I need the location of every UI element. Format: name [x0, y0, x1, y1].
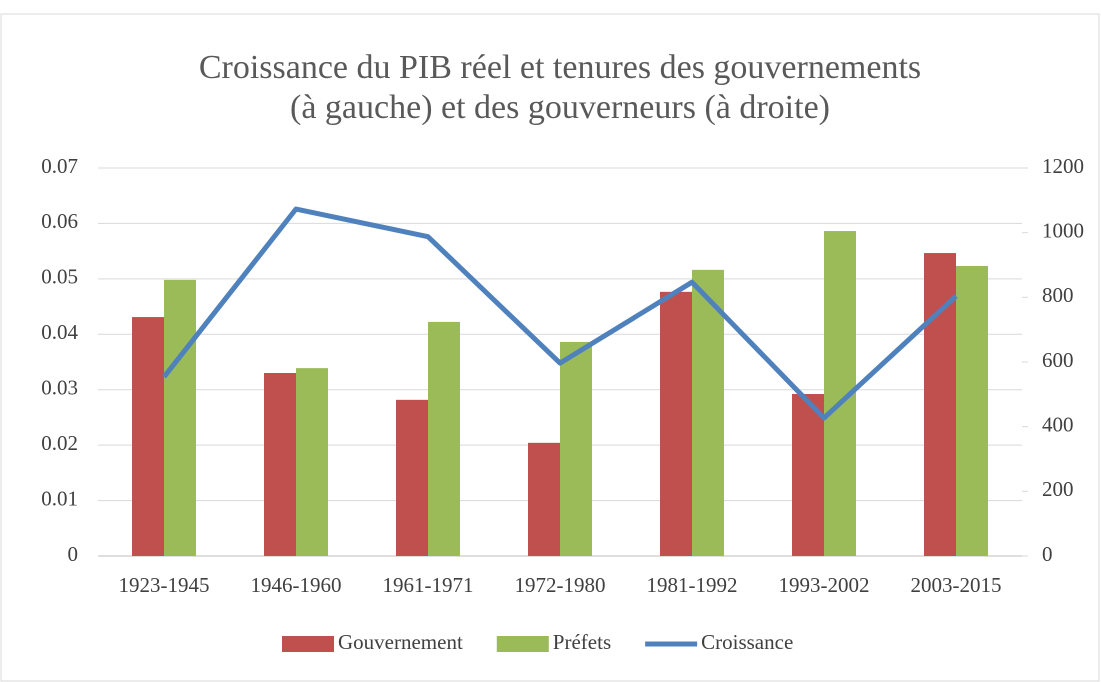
bar — [660, 291, 692, 556]
bar — [396, 399, 428, 556]
bar — [428, 321, 460, 556]
legend-swatch — [496, 636, 549, 652]
y-tick-label: 0.06 — [41, 209, 78, 233]
x-tick-label: 2003-2015 — [911, 573, 1002, 597]
line — [162, 206, 958, 421]
x-tick-label: 1972-1980 — [515, 573, 606, 597]
bar — [264, 372, 296, 556]
legend-label: Préfets — [553, 630, 611, 654]
y-tick-label: 0.05 — [41, 265, 78, 289]
y2-tick-label: 200 — [1042, 477, 1074, 501]
x-tick-label: 1981-1992 — [647, 573, 738, 597]
y-tick-label: 0.02 — [41, 431, 78, 455]
legend-label: Gouvernement — [338, 630, 463, 654]
x-tick-label: 1923-1945 — [119, 573, 210, 597]
bar — [296, 368, 328, 556]
y-tick-label: 0.07 — [41, 154, 78, 178]
chart-subtitle: (à gauche) et des gouverneurs (à droite) — [290, 89, 830, 126]
y2-tick-label: 800 — [1042, 283, 1074, 307]
y-tick-label: 0 — [68, 542, 79, 566]
x-tick-label: 1961-1971 — [383, 573, 474, 597]
y2-tick-label: 400 — [1042, 412, 1074, 436]
legend-label: Croissance — [701, 630, 793, 654]
bar — [132, 317, 164, 556]
y2-tick-label: 600 — [1042, 348, 1074, 372]
x-tick-label: 1993-2002 — [779, 573, 870, 597]
y-tick-label: 0.04 — [41, 320, 78, 344]
bar — [792, 394, 824, 556]
y-tick-label: 0.01 — [41, 486, 78, 510]
x-tick-label: 1946-1960 — [251, 573, 342, 597]
bar — [528, 442, 560, 556]
bar — [560, 341, 592, 556]
y2-tick-label: 1000 — [1042, 218, 1084, 242]
legend-swatch — [282, 636, 334, 652]
bar — [956, 265, 988, 556]
bar — [692, 269, 724, 556]
bar — [164, 279, 196, 556]
y2-tick-label: 1200 — [1042, 154, 1084, 178]
y2-tick-label: 0 — [1042, 542, 1053, 566]
y-tick-label: 0.03 — [41, 376, 78, 400]
chart-title: Croissance du PIB réel et tenures des go… — [199, 49, 921, 86]
